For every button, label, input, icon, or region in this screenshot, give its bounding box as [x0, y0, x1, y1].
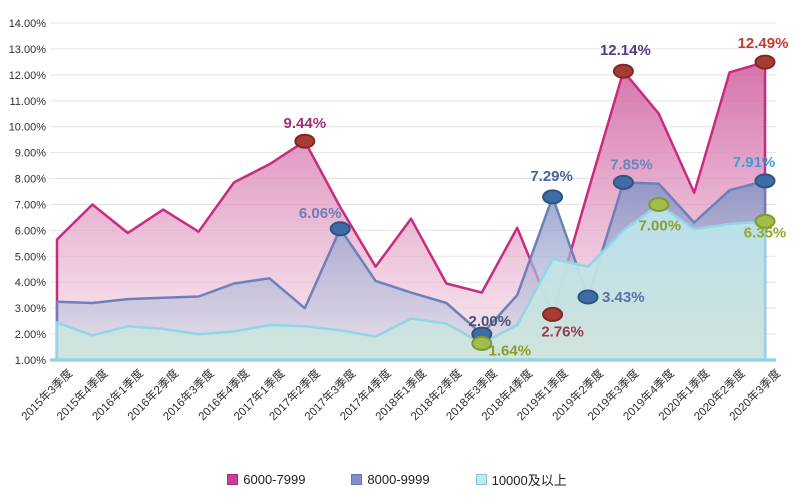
legend-item-6000-7999[interactable]: 6000-7999 — [227, 472, 305, 487]
data-marker-8000-9999-2019年2季度[interactable] — [577, 289, 599, 305]
y-axis-label: 1.00% — [15, 355, 46, 367]
data-label: 12.14% — [600, 42, 651, 59]
data-marker-10000及以上-2020年3季度[interactable] — [754, 213, 776, 229]
y-axis-label: 7.00% — [15, 199, 46, 211]
y-axis-label: 14.00% — [9, 18, 47, 30]
data-label: 1.64% — [489, 342, 532, 359]
data-marker-6000-7999-2019年3季度[interactable] — [612, 63, 634, 79]
y-axis-label: 5.00% — [15, 251, 46, 263]
data-marker-6000-7999-2020年3季度[interactable] — [754, 54, 776, 70]
data-marker-8000-9999-2019年3季度[interactable] — [612, 174, 634, 190]
y-axis-label: 11.00% — [10, 96, 47, 108]
data-marker-8000-9999-2020年3季度[interactable] — [754, 173, 776, 189]
legend-label: 10000及以上 — [491, 472, 567, 488]
chart-legend: 6000-7999 8000-9999 10000及以上 — [0, 466, 794, 492]
legend-swatch-8000-9999 — [351, 473, 363, 485]
data-label: 7.00% — [639, 218, 682, 235]
legend-label: 6000-7999 — [243, 471, 306, 487]
y-axis-label: 10.00% — [9, 122, 47, 134]
legend-label: 8000-9999 — [367, 471, 430, 487]
y-axis-label: 4.00% — [15, 277, 46, 289]
y-axis-label: 13.00% — [9, 44, 47, 56]
data-marker-8000-9999-2017年3季度[interactable] — [329, 221, 351, 237]
data-marker-6000-7999-2019年1季度[interactable] — [542, 306, 564, 322]
data-marker-10000及以上-2019年4季度[interactable] — [648, 197, 670, 212]
data-label: 2.00% — [469, 313, 512, 330]
data-marker-10000及以上-2018年3季度[interactable] — [471, 335, 493, 351]
y-axis-label: 9.00% — [15, 148, 46, 160]
data-marker-8000-9999-2019年1季度[interactable] — [542, 189, 564, 205]
data-label: 7.91% — [733, 154, 776, 171]
y-axis-label: 2.00% — [15, 329, 46, 341]
y-axis-label: 8.00% — [15, 174, 46, 186]
legend-item-10000及以上[interactable]: 10000及以上 — [475, 470, 567, 489]
y-axis-label: 3.00% — [15, 303, 46, 315]
legend-swatch-10000及以上 — [475, 473, 487, 485]
legend-swatch-6000-7999 — [227, 473, 239, 485]
series-area-10000及以上 — [55, 203, 767, 362]
y-axis-label: 6.00% — [15, 225, 46, 237]
data-marker-6000-7999-2017年2季度[interactable] — [294, 133, 316, 149]
data-label: 6.06% — [299, 205, 342, 222]
y-axis-label: 12.00% — [9, 70, 47, 82]
data-label: 6.35% — [744, 224, 787, 241]
data-label: 7.85% — [610, 156, 653, 173]
data-label: 2.76% — [541, 323, 584, 340]
data-label: 3.43% — [602, 289, 645, 306]
data-label: 12.49% — [738, 35, 789, 52]
data-label: 9.44% — [284, 115, 327, 132]
data-label: 7.29% — [530, 168, 573, 185]
legend-item-8000-9999[interactable]: 8000-9999 — [351, 471, 430, 487]
